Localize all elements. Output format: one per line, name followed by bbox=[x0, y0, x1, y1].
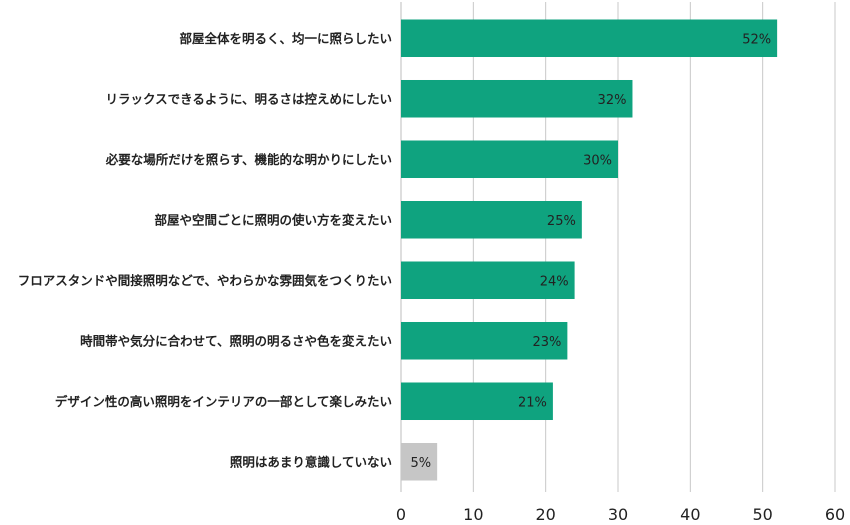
value-label-5: 24% bbox=[540, 274, 569, 289]
category-label-6: 時間帯や気分に合わせて、照明の明るさや色を変えたい bbox=[80, 333, 392, 348]
category-label-8: 照明はあまり意識していない bbox=[230, 454, 392, 469]
x-tick-label-40: 40 bbox=[680, 505, 700, 524]
value-label-1: 52% bbox=[742, 32, 771, 47]
value-label-2: 32% bbox=[598, 93, 627, 108]
bar-2 bbox=[401, 79, 633, 118]
category-label-4: 部屋や空間ごとに照明の使い方を変えたい bbox=[154, 212, 392, 227]
bar-4 bbox=[401, 200, 582, 239]
category-label-2: リラックスできるように、明るさは控えめにしたい bbox=[105, 91, 392, 106]
x-tick-label-50: 50 bbox=[752, 505, 772, 524]
bar-5 bbox=[401, 261, 575, 300]
x-tick-label-10: 10 bbox=[463, 505, 483, 524]
value-label-7: 21% bbox=[518, 395, 547, 410]
category-label-3: 必要な場所だけを照らす、機能的な明かりにしたい bbox=[105, 152, 392, 167]
bar-7 bbox=[401, 382, 553, 421]
value-label-6: 23% bbox=[532, 335, 561, 350]
category-label-7: デザイン性の高い照明をインテリアの一部として楽しみたい bbox=[55, 394, 392, 409]
category-label-1: 部屋全体を明るく、均一に照らしたい bbox=[179, 31, 392, 46]
x-tick-label-0: 0 bbox=[396, 505, 406, 524]
value-label-8: 5% bbox=[411, 456, 432, 471]
x-axis-ticks: 0 10 20 30 40 50 60 bbox=[396, 505, 845, 524]
category-labels: 部屋全体を明るく、均一に照らしたいリラックスできるように、明るさは控えめにしたい… bbox=[18, 31, 392, 470]
bar-8 bbox=[401, 442, 438, 481]
category-label-5: フロアスタンドや間接照明などで、やわらかな雰囲気をつくりたい bbox=[18, 273, 392, 288]
x-tick-label-60: 60 bbox=[825, 505, 845, 524]
bar-1 bbox=[401, 19, 778, 58]
value-label-4: 25% bbox=[547, 214, 576, 229]
bar-3 bbox=[401, 140, 618, 179]
value-label-3: 30% bbox=[583, 153, 612, 168]
x-tick-label-20: 20 bbox=[535, 505, 555, 524]
bars bbox=[401, 19, 778, 481]
bar-6 bbox=[401, 321, 568, 360]
value-labels: 52% 32% 30% 25% 24% 23% 21% 5% bbox=[411, 32, 772, 471]
x-tick-label-30: 30 bbox=[608, 505, 628, 524]
